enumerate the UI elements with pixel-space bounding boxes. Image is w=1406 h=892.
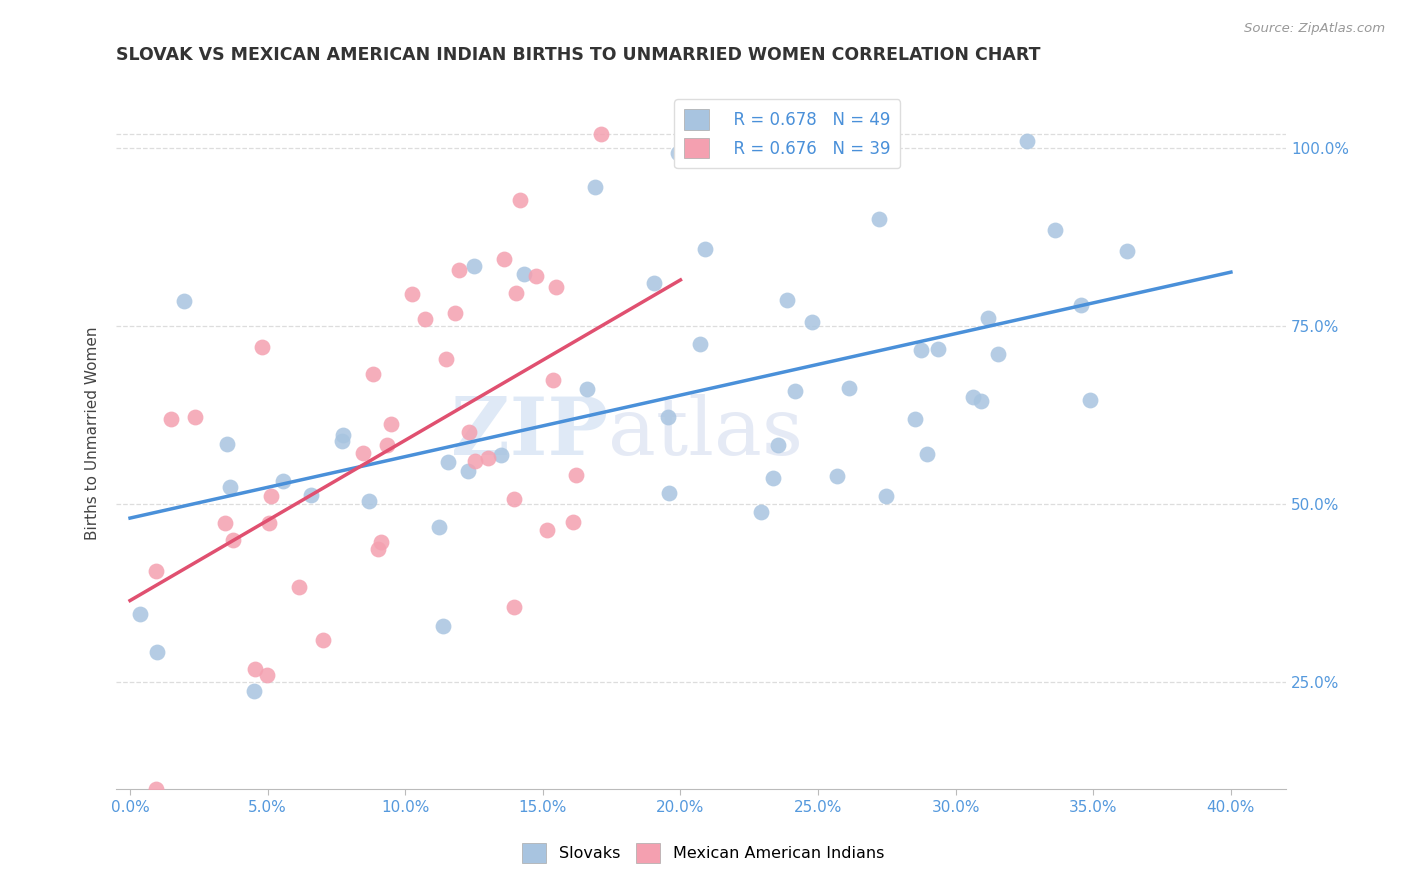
Point xyxy=(457,464,479,478)
Point xyxy=(401,287,423,301)
Point xyxy=(801,315,824,329)
Point xyxy=(910,343,932,358)
Point xyxy=(970,394,993,409)
Point xyxy=(352,446,374,460)
Text: SLOVAK VS MEXICAN AMERICAN INDIAN BIRTHS TO UNMARRIED WOMEN CORRELATION CHART: SLOVAK VS MEXICAN AMERICAN INDIAN BIRTHS… xyxy=(117,46,1040,64)
Point xyxy=(463,260,485,274)
Text: atlas: atlas xyxy=(607,394,803,472)
Point xyxy=(576,382,599,396)
Point xyxy=(477,451,499,466)
Point xyxy=(330,434,353,448)
Point xyxy=(256,668,278,682)
Point xyxy=(217,436,239,450)
Point xyxy=(749,505,772,519)
Point xyxy=(1070,298,1092,312)
Point xyxy=(257,516,280,530)
Point xyxy=(160,412,183,426)
Point xyxy=(643,276,665,290)
Point xyxy=(222,533,245,547)
Point xyxy=(915,447,938,461)
Point xyxy=(1116,244,1139,258)
Point xyxy=(375,438,398,452)
Point xyxy=(583,180,606,194)
Point xyxy=(252,340,274,354)
Point xyxy=(838,381,860,395)
Point xyxy=(380,417,402,431)
Point xyxy=(1015,134,1038,148)
Legend:   R = 0.678   N = 49,   R = 0.676   N = 39: R = 0.678 N = 49, R = 0.676 N = 39 xyxy=(675,100,900,169)
Point xyxy=(332,428,354,442)
Point xyxy=(762,471,785,485)
Point xyxy=(903,412,925,426)
Point xyxy=(509,193,531,207)
Point xyxy=(666,146,689,161)
Point xyxy=(432,619,454,633)
Point xyxy=(370,535,392,549)
Point xyxy=(361,368,384,382)
Point xyxy=(503,491,526,506)
Point xyxy=(287,580,309,594)
Point xyxy=(868,211,890,226)
Point xyxy=(927,342,949,356)
Point xyxy=(505,285,527,300)
Point xyxy=(146,645,169,659)
Point xyxy=(458,425,481,440)
Point xyxy=(444,306,467,320)
Point xyxy=(962,390,984,404)
Point xyxy=(243,662,266,676)
Point xyxy=(513,267,536,281)
Point xyxy=(173,293,195,308)
Point xyxy=(657,409,679,424)
Point xyxy=(301,488,323,502)
Point xyxy=(464,453,486,467)
Point xyxy=(783,384,806,398)
Point xyxy=(218,480,240,494)
Point xyxy=(589,127,612,141)
Point xyxy=(367,542,389,557)
Point xyxy=(491,449,513,463)
Point xyxy=(502,600,524,615)
Y-axis label: Births to Unmarried Women: Births to Unmarried Women xyxy=(86,326,100,540)
Point xyxy=(524,268,547,283)
Point xyxy=(987,347,1010,361)
Point xyxy=(413,312,436,326)
Point xyxy=(145,564,167,578)
Point xyxy=(536,523,558,537)
Point xyxy=(564,468,586,483)
Point xyxy=(825,468,848,483)
Point xyxy=(1043,223,1066,237)
Point xyxy=(541,373,564,387)
Point xyxy=(658,486,681,500)
Point xyxy=(243,683,266,698)
Point xyxy=(359,494,381,508)
Point xyxy=(214,516,236,530)
Point xyxy=(768,438,790,452)
Point xyxy=(128,607,150,621)
Point xyxy=(776,293,799,307)
Point xyxy=(695,242,717,256)
Point xyxy=(447,263,470,277)
Text: Source: ZipAtlas.com: Source: ZipAtlas.com xyxy=(1244,22,1385,36)
Point xyxy=(312,632,335,647)
Point xyxy=(184,410,207,425)
Point xyxy=(273,474,295,488)
Point xyxy=(437,455,460,469)
Point xyxy=(1078,392,1101,407)
Point xyxy=(875,489,897,503)
Text: ZIP: ZIP xyxy=(450,394,607,472)
Point xyxy=(145,782,167,797)
Point xyxy=(434,351,457,366)
Point xyxy=(260,489,283,503)
Point xyxy=(689,337,711,351)
Point xyxy=(427,520,450,534)
Legend: Slovaks, Mexican American Indians: Slovaks, Mexican American Indians xyxy=(515,835,891,871)
Point xyxy=(494,252,516,266)
Point xyxy=(977,311,1000,326)
Point xyxy=(561,516,583,530)
Point xyxy=(546,280,568,294)
